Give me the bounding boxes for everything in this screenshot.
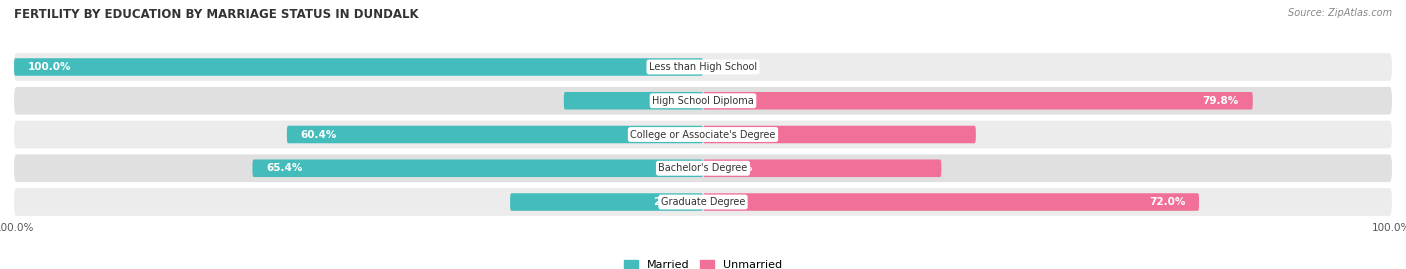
Text: Less than High School: Less than High School xyxy=(650,62,756,72)
Text: 0.0%: 0.0% xyxy=(717,62,742,72)
FancyBboxPatch shape xyxy=(253,160,703,177)
Text: Graduate Degree: Graduate Degree xyxy=(661,197,745,207)
Text: 100.0%: 100.0% xyxy=(28,62,72,72)
Text: FERTILITY BY EDUCATION BY MARRIAGE STATUS IN DUNDALK: FERTILITY BY EDUCATION BY MARRIAGE STATU… xyxy=(14,8,419,21)
FancyBboxPatch shape xyxy=(703,126,976,143)
Text: Bachelor's Degree: Bachelor's Degree xyxy=(658,163,748,173)
FancyBboxPatch shape xyxy=(14,188,1392,216)
FancyBboxPatch shape xyxy=(14,58,703,76)
FancyBboxPatch shape xyxy=(703,193,1199,211)
Legend: Married, Unmarried: Married, Unmarried xyxy=(624,260,782,269)
Text: 72.0%: 72.0% xyxy=(1149,197,1185,207)
FancyBboxPatch shape xyxy=(287,126,703,143)
FancyBboxPatch shape xyxy=(14,53,1392,81)
Text: 60.4%: 60.4% xyxy=(301,129,337,140)
Text: Source: ZipAtlas.com: Source: ZipAtlas.com xyxy=(1288,8,1392,18)
Text: 34.6%: 34.6% xyxy=(717,163,754,173)
FancyBboxPatch shape xyxy=(14,87,1392,115)
Text: 20.2%: 20.2% xyxy=(652,96,689,106)
FancyBboxPatch shape xyxy=(703,92,1253,109)
Text: 79.8%: 79.8% xyxy=(1202,96,1239,106)
FancyBboxPatch shape xyxy=(703,160,942,177)
FancyBboxPatch shape xyxy=(564,92,703,109)
FancyBboxPatch shape xyxy=(14,154,1392,182)
Text: 39.6%: 39.6% xyxy=(717,129,752,140)
FancyBboxPatch shape xyxy=(510,193,703,211)
Text: 65.4%: 65.4% xyxy=(266,163,302,173)
Text: 28.0%: 28.0% xyxy=(652,197,689,207)
Text: College or Associate's Degree: College or Associate's Degree xyxy=(630,129,776,140)
Text: High School Diploma: High School Diploma xyxy=(652,96,754,106)
FancyBboxPatch shape xyxy=(14,121,1392,148)
